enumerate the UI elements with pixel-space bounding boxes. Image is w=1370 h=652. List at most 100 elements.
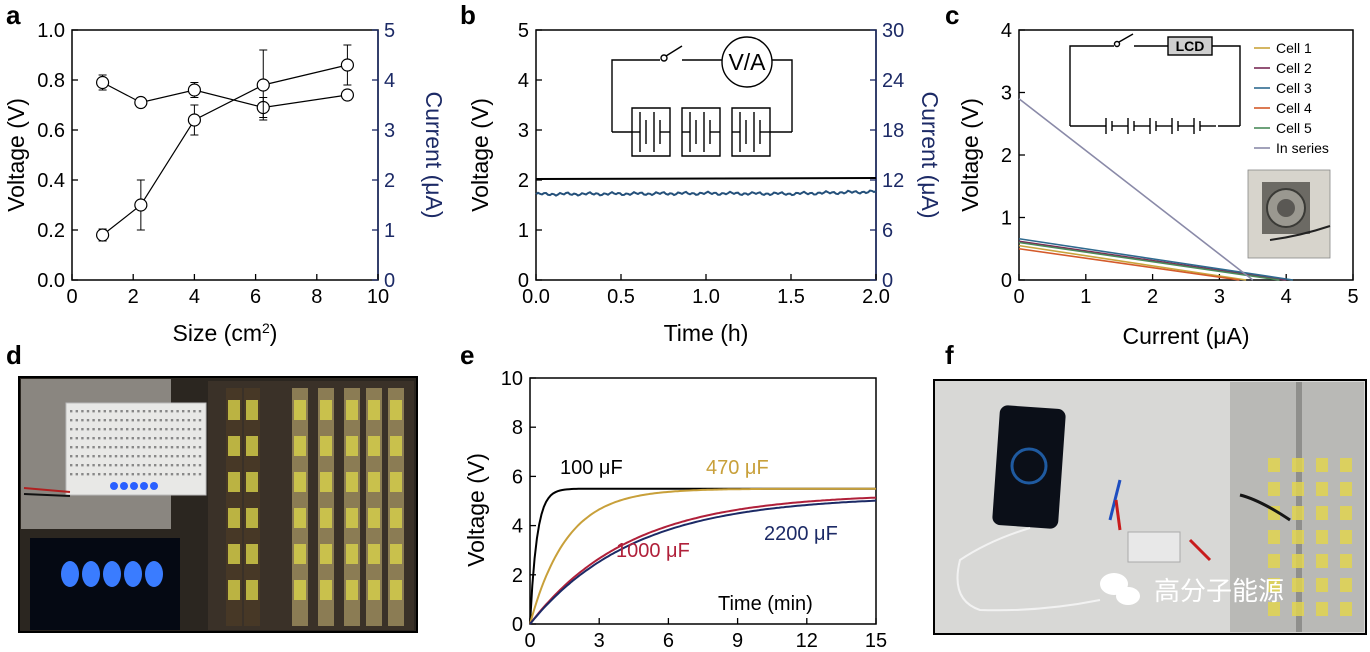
panel-e-curve-1000μf: [529, 496, 877, 625]
stacked-cell-electrode: [1340, 482, 1352, 496]
cell-electrode: [294, 580, 306, 600]
stacked-cell-electrode: [1340, 578, 1352, 592]
panel-a-chart: 0 2 4 6 8 10 0.0 0.2 0.4 0.6 0.8 1.0 0 1 2 3 4 5 Size (cm…: [3, 20, 447, 346]
stacked-cell-electrode: [1316, 530, 1328, 544]
breadboard-hole: [75, 437, 78, 440]
breadboard-hole: [92, 446, 95, 449]
breadboard-hole: [81, 428, 84, 431]
panel-e-xlabel: Time (min): [718, 593, 813, 615]
breadboard-hole: [81, 473, 84, 476]
breadboard-hole: [182, 473, 185, 476]
x-tick-label: 0: [1013, 286, 1024, 308]
y2-tick-label: 30: [882, 20, 904, 42]
breadboard-hole: [137, 455, 140, 458]
x-tick-label: 10: [367, 286, 389, 308]
panel-c-chart: 0 1 2 3 4 5 0 1 2 3 4 LCD Cell 1 Cell 2 Cell 3 Cell 4…: [957, 20, 1359, 349]
panel-a-point-voltage: [187, 83, 201, 97]
breadboard-hole: [198, 473, 202, 476]
breadboard-hole: [86, 473, 90, 476]
breadboard-hole: [159, 437, 162, 440]
breadboard-hole: [86, 428, 90, 431]
breadboard-hole: [92, 473, 95, 476]
y-tick-label: 1.0: [37, 20, 65, 42]
cell-electrode: [246, 436, 258, 456]
battery-cell-bypass: [631, 107, 671, 132]
stacked-cell-electrode: [1316, 554, 1328, 568]
panel-a-point-current: [340, 58, 354, 72]
breadboard-hole: [154, 410, 157, 413]
breadboard-hole: [81, 446, 84, 449]
breadboard-hole: [109, 455, 112, 458]
breadboard-hole: [182, 410, 185, 413]
cell-electrode: [346, 400, 358, 420]
breadboard-hole: [98, 455, 101, 458]
panel-a-point-voltage: [95, 75, 110, 90]
panel-label-e: e: [460, 340, 474, 370]
y-tick-label: 0.0: [37, 270, 65, 292]
panel-label-c: c: [945, 0, 959, 30]
breadboard-hole: [142, 446, 146, 449]
cell-electrode: [294, 472, 306, 492]
breadboard-hole: [131, 428, 134, 431]
breadboard-hole: [182, 428, 185, 431]
y2-tick-label: 18: [882, 120, 904, 142]
y-tick-label: 4: [1001, 20, 1012, 42]
x-tick-label: 3: [1214, 286, 1225, 308]
breadboard-hole: [193, 464, 196, 467]
panel-e-label-470uF: 470 μF: [706, 457, 769, 479]
breadboard-hole: [70, 473, 73, 476]
breadboard-hole: [109, 428, 112, 431]
breadboard-hole: [170, 464, 174, 467]
breadboard-hole: [109, 473, 112, 476]
panel-c-line-cell-2: [1018, 240, 1287, 281]
y-tick-label: 5: [518, 20, 529, 42]
cell-electrode: [294, 400, 306, 420]
breadboard-hole: [75, 410, 78, 413]
breadboard-hole: [81, 455, 84, 458]
breadboard-hole: [81, 410, 84, 413]
panel-a-xlabel: Size (cm2): [173, 320, 278, 346]
breadboard-hole: [198, 428, 202, 431]
breadboard-hole: [92, 419, 95, 422]
panel-c-circuit-diagram: [1069, 33, 1241, 134]
x-tick-label: 12: [796, 630, 818, 652]
y2-tick-label: 0: [882, 270, 893, 292]
x-tick-label: 9: [732, 630, 743, 652]
panel-c-line-cell-4: [1018, 247, 1240, 281]
breadboard-hole: [131, 419, 134, 422]
panel-e-label-2200uF: 2200 μF: [764, 523, 838, 545]
breadboard-hole: [182, 446, 185, 449]
panel-b-frame: [535, 29, 877, 281]
breadboard-hole: [148, 419, 151, 422]
breadboard-hole: [120, 455, 123, 458]
breadboard-hole: [70, 464, 73, 467]
cell-electrode: [228, 580, 240, 600]
breadboard-hole: [98, 419, 101, 422]
x-tick-label: 1: [1080, 286, 1091, 308]
panel-label-d: d: [6, 340, 22, 370]
cell-electrode: [368, 544, 380, 564]
breadboard-hole: [176, 473, 179, 476]
panel-c-line-cell-1: [1018, 244, 1247, 281]
breadboard-hole: [70, 455, 73, 458]
breadboard-hole: [148, 446, 151, 449]
breadboard-hole: [176, 437, 179, 440]
breadboard-hole: [114, 437, 118, 440]
y-tick-label: 3: [518, 120, 529, 142]
y-tick-label: 6: [512, 466, 523, 488]
breadboard-hole: [198, 446, 202, 449]
breadboard-hole: [193, 419, 196, 422]
stacked-cell-electrode: [1340, 554, 1352, 568]
breadboard-hole: [126, 419, 129, 422]
panel-a-point-voltage: [134, 95, 148, 110]
breadboard-hole: [98, 473, 101, 476]
breadboard-hole: [103, 419, 106, 422]
breadboard-hole: [70, 419, 73, 422]
breadboard-hole: [142, 419, 146, 422]
breadboard-hole: [170, 419, 174, 422]
y2-tick-label: 24: [882, 70, 904, 92]
stacked-cell-electrode: [1268, 458, 1280, 472]
breadboard-hole: [109, 446, 112, 449]
